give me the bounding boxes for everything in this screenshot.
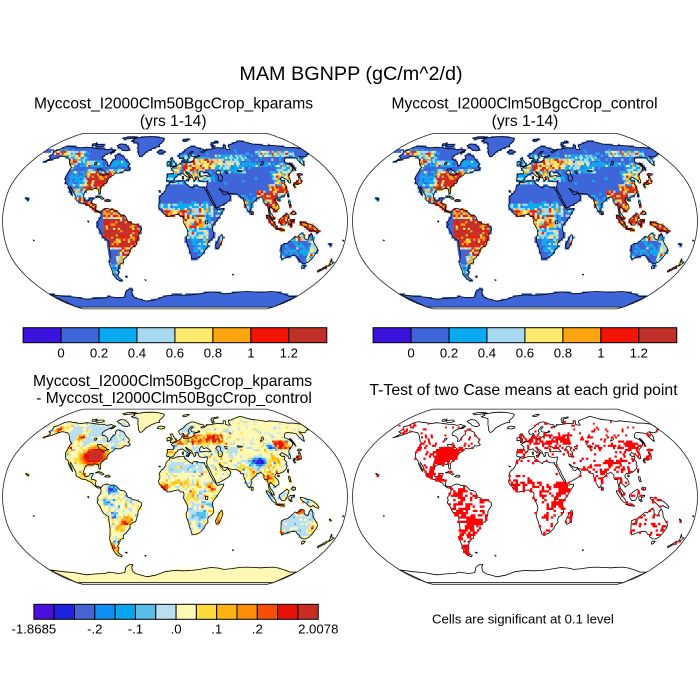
- svg-text:0.4: 0.4: [478, 345, 496, 360]
- svg-text:0: 0: [407, 345, 414, 360]
- svg-text:(yrs 1-14): (yrs 1-14): [140, 113, 207, 130]
- svg-text:1.2: 1.2: [280, 345, 298, 360]
- svg-text:-.1: -.1: [128, 622, 143, 637]
- svg-text:0.2: 0.2: [440, 345, 458, 360]
- svg-text:-1.8685: -1.8685: [12, 622, 57, 637]
- svg-text:1: 1: [247, 345, 254, 360]
- svg-text:0.6: 0.6: [516, 345, 534, 360]
- svg-text:1.2: 1.2: [630, 345, 648, 360]
- svg-text:0.6: 0.6: [166, 345, 184, 360]
- svg-text:0.8: 0.8: [204, 345, 222, 360]
- svg-text:Myccost_I2000Clm50BgcCrop_kpar: Myccost_I2000Clm50BgcCrop_kparams: [33, 373, 312, 390]
- svg-text:- Myccost_I2000Clm50BgcCrop_co: - Myccost_I2000Clm50BgcCrop_control: [36, 390, 312, 407]
- svg-text:MAM BGNPP (gC/m^2/d): MAM BGNPP (gC/m^2/d): [239, 63, 462, 85]
- svg-text:(yrs 1-14): (yrs 1-14): [492, 113, 559, 130]
- svg-text:0.2: 0.2: [90, 345, 108, 360]
- svg-text:.2: .2: [252, 622, 263, 637]
- svg-text:.0: .0: [171, 622, 182, 637]
- svg-text:T-Test of two Case means at ea: T-Test of two Case means at each grid po…: [369, 382, 678, 399]
- svg-text:1: 1: [597, 345, 604, 360]
- svg-text:.1: .1: [211, 622, 222, 637]
- svg-text:Cells are significant at 0.1 l: Cells are significant at 0.1 level: [432, 611, 614, 626]
- svg-text:0.4: 0.4: [128, 345, 146, 360]
- svg-text:Myccost_I2000Clm50BgcCrop_cont: Myccost_I2000Clm50BgcCrop_control: [391, 96, 657, 113]
- svg-text:Myccost_I2000Clm50BgcCrop_kpar: Myccost_I2000Clm50BgcCrop_kparams: [34, 96, 313, 113]
- svg-text:0: 0: [57, 345, 64, 360]
- svg-text:2.0078: 2.0078: [298, 622, 338, 637]
- svg-text:-.2: -.2: [87, 622, 102, 637]
- svg-text:0.8: 0.8: [554, 345, 572, 360]
